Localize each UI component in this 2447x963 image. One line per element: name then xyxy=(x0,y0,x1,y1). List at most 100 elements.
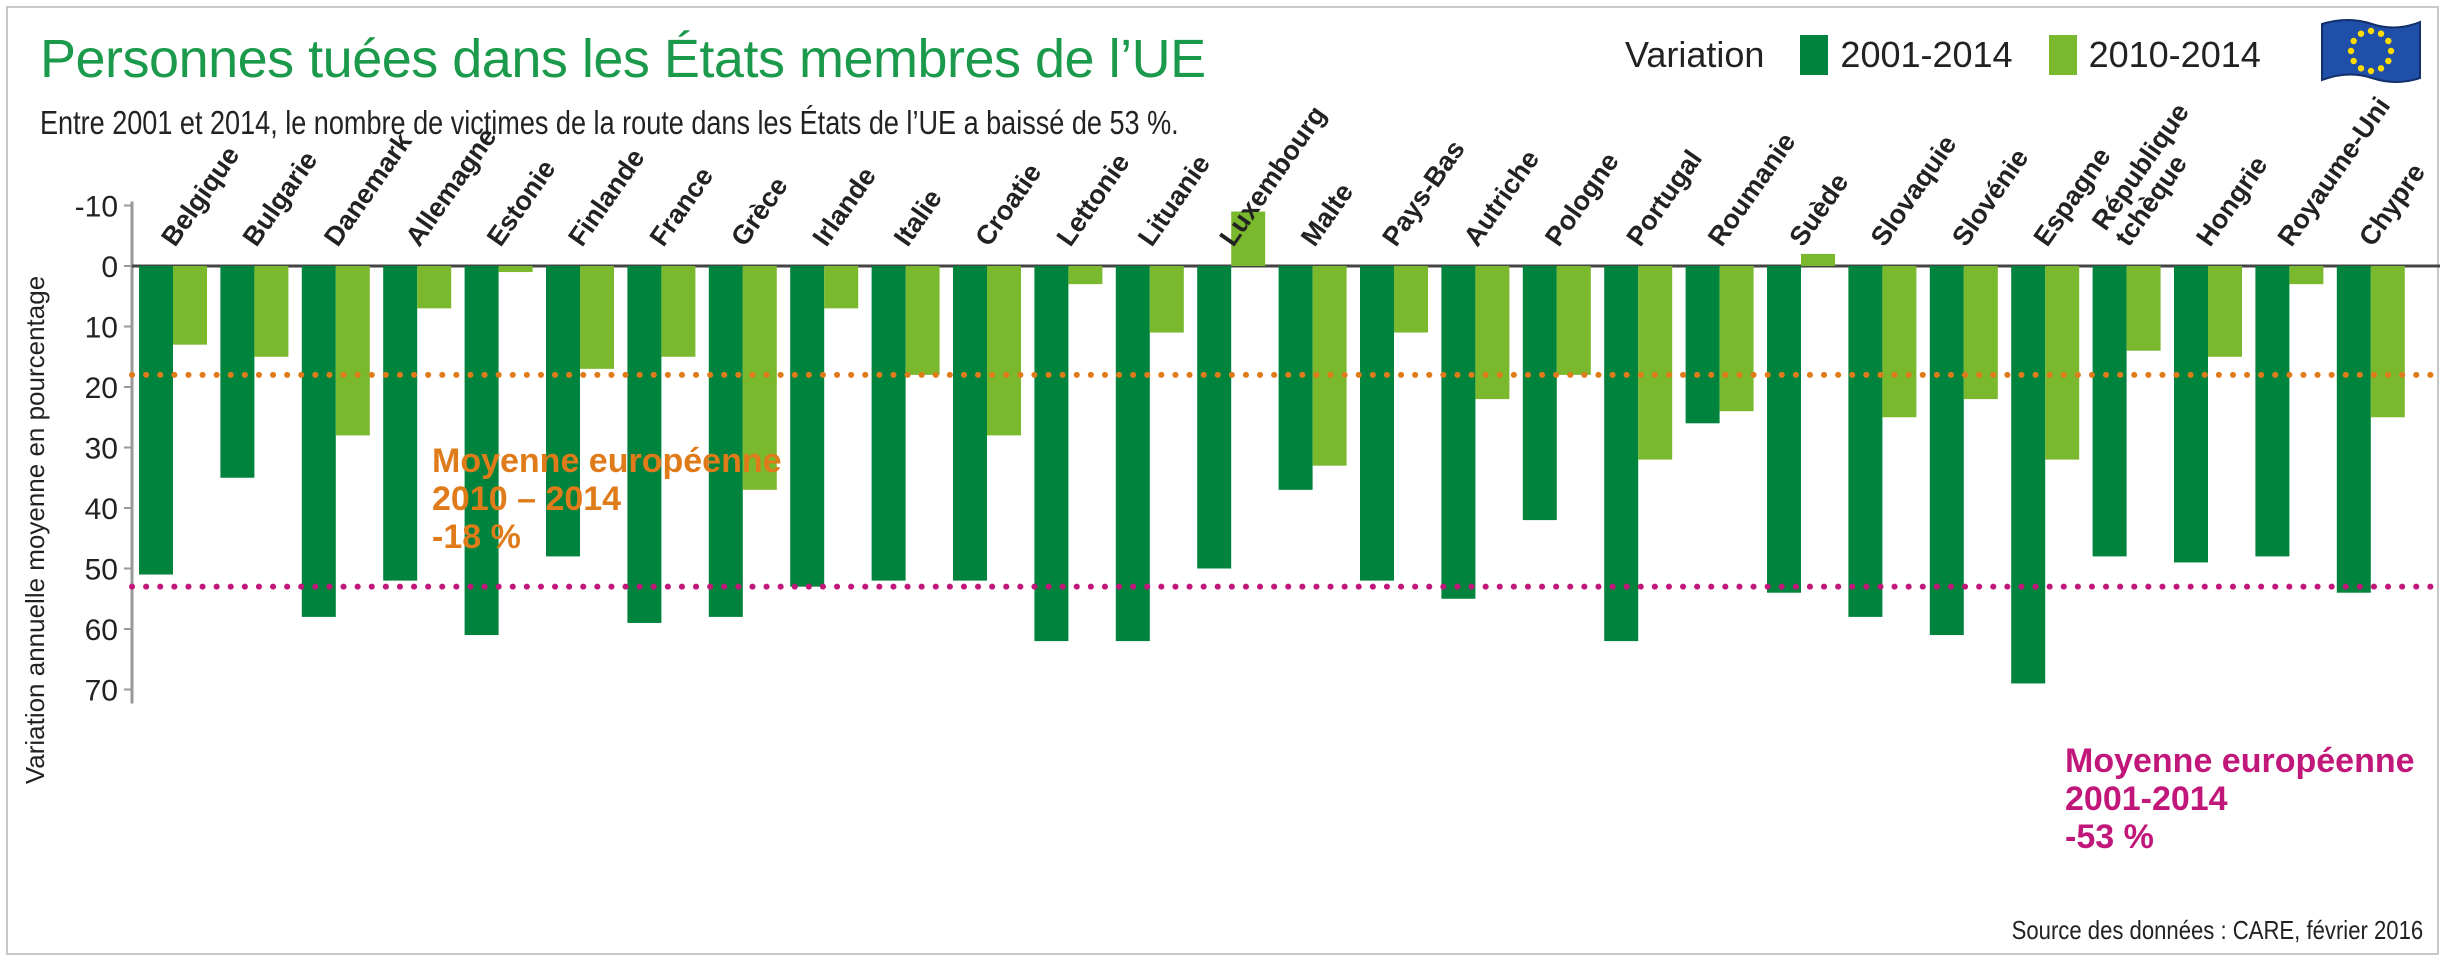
y-tick-label: 40 xyxy=(85,493,118,526)
ref-label-2010-2014-line2: 2010 – 2014 xyxy=(432,480,621,518)
category-label: Lettonie xyxy=(1051,148,1136,251)
ref-label-2010-2014-line1: Moyenne européenne xyxy=(432,442,782,480)
bar-2010-2014 xyxy=(1149,266,1184,333)
flag-star xyxy=(2350,37,2357,45)
bar-2010-2014 xyxy=(1719,266,1754,412)
y-tick-label: 0 xyxy=(101,251,118,284)
category-label: Slovénie xyxy=(1946,143,2034,251)
bar-2010-2014 xyxy=(173,266,207,345)
category-label: Suède xyxy=(1783,168,1854,252)
bar-2001-2014 xyxy=(1034,266,1069,642)
y-tick-label: 70 xyxy=(85,675,118,708)
category-labels: BelgiqueBulgarieDanemarkAllemagneEstonie… xyxy=(155,92,2431,252)
y-tick-label: 50 xyxy=(85,554,118,587)
bar-2010-2014 xyxy=(580,266,614,369)
bar-2010-2014 xyxy=(1801,253,1835,266)
category-label: Finlande xyxy=(562,143,650,251)
category-label: Chypre xyxy=(2353,158,2431,251)
flag-star xyxy=(2377,30,2385,37)
bar-2001-2014 xyxy=(1197,266,1232,569)
legend-label-2001-2014: 2001-2014 xyxy=(1840,34,2013,75)
bar-2010-2014 xyxy=(2045,266,2080,460)
flag-star xyxy=(2357,30,2365,37)
bar-2010-2014 xyxy=(2370,266,2405,418)
bar-2010-2014 xyxy=(1068,266,1103,285)
y-tick-label: 20 xyxy=(85,372,118,405)
category-label: Malte xyxy=(1295,178,1359,252)
bars xyxy=(139,211,2405,684)
bar-2010-2014 xyxy=(661,266,696,357)
flag-star xyxy=(2385,57,2392,65)
category-label: Irlande xyxy=(807,162,882,252)
y-axis-label: Variation annuelle moyenne en pourcentag… xyxy=(20,276,50,784)
bar-2001-2014 xyxy=(708,266,743,617)
flag-star xyxy=(2367,67,2375,75)
bar-2001-2014 xyxy=(464,266,499,636)
category-label: Hongrie xyxy=(2190,151,2273,252)
category-label: Croatie xyxy=(969,158,1047,251)
bar-2001-2014 xyxy=(2011,266,2046,684)
category-label: France xyxy=(644,162,719,252)
bar-2001-2014 xyxy=(1441,266,1476,599)
bar-2010-2014 xyxy=(742,266,777,490)
bar-2010-2014 xyxy=(824,266,859,309)
category-label: Belgique xyxy=(155,141,245,252)
bar-2001-2014 xyxy=(1115,266,1150,642)
bar-2001-2014 xyxy=(546,266,580,557)
flag-star xyxy=(2347,47,2355,55)
bar-2001-2014 xyxy=(1360,266,1394,581)
bar-2010-2014 xyxy=(417,266,452,309)
chart-frame xyxy=(6,6,2439,955)
bar-2010-2014 xyxy=(335,266,370,436)
category-label: Grèce xyxy=(725,172,793,252)
ref-label-2001-2014-line3: -53 % xyxy=(2065,818,2154,856)
bar-2001-2014 xyxy=(1685,266,1720,424)
ref-label-2001-2014-line1: Moyenne européenne xyxy=(2065,742,2415,780)
bar-2001-2014 xyxy=(627,266,662,623)
legend-title: Variation xyxy=(1625,34,1765,75)
flag-star xyxy=(2385,37,2392,45)
bar-2010-2014 xyxy=(1394,266,1428,333)
flag-star xyxy=(2367,27,2375,35)
y-tick-label: 60 xyxy=(85,614,118,647)
legend-swatch-2010-2014 xyxy=(2048,35,2077,75)
bar-2001-2014 xyxy=(1848,266,1883,617)
bar-2010-2014 xyxy=(2289,266,2324,285)
bar-2001-2014 xyxy=(790,266,825,587)
bar-2001-2014 xyxy=(2336,266,2371,593)
bar-2001-2014 xyxy=(220,266,255,478)
bar-2010-2014 xyxy=(1475,266,1510,400)
category-label: Bulgarie xyxy=(237,146,324,252)
bar-2010-2014 xyxy=(1638,266,1673,460)
flag-star xyxy=(2357,65,2365,72)
category-label: Estonie xyxy=(481,154,562,251)
category-label: Portugal xyxy=(1621,145,1708,252)
legend: Variation 2001-2014 2010-2014 xyxy=(1625,30,2261,80)
chart-subtitle: Entre 2001 et 2014, le nombre de victime… xyxy=(40,104,1179,141)
bar-2010-2014 xyxy=(987,266,1021,436)
bar-2001-2014 xyxy=(2255,266,2290,557)
y-tick-label: 10 xyxy=(85,312,118,345)
category-label: Lituanie xyxy=(1132,149,1216,251)
flag-star xyxy=(2350,57,2357,65)
bar-2001-2014 xyxy=(139,266,173,575)
ref-label-2001-2014-line2: 2001-2014 xyxy=(2065,780,2228,818)
flag-star xyxy=(2377,65,2385,72)
bar-2010-2014 xyxy=(2126,266,2161,351)
bar-2001-2014 xyxy=(301,266,336,617)
bar-2001-2014 xyxy=(1278,266,1313,490)
bar-2010-2014 xyxy=(905,266,940,375)
y-tick-label: -10 xyxy=(75,191,118,224)
category-label: Autriche xyxy=(1458,145,1545,252)
ref-label-2010-2014-line3: -18 % xyxy=(432,518,521,556)
data-source: Source des données : CARE, février 2016 xyxy=(2011,915,2423,945)
reference-lines xyxy=(129,371,2443,590)
bar-2010-2014 xyxy=(498,266,533,273)
legend-label-2010-2014: 2010-2014 xyxy=(2088,34,2261,75)
bar-2010-2014 xyxy=(1556,266,1591,375)
bar-2001-2014 xyxy=(383,266,418,581)
bar-2001-2014 xyxy=(871,266,906,581)
bar-2001-2014 xyxy=(2092,266,2127,557)
bar-2010-2014 xyxy=(1963,266,1998,400)
